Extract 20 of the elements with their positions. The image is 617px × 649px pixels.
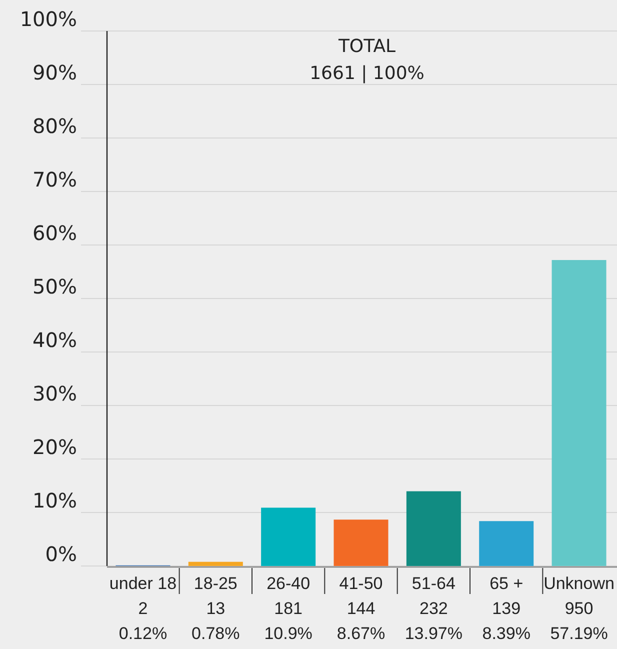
y-tick-label: 80% [32, 114, 77, 138]
y-tick-label: 90% [32, 60, 77, 84]
y-tick-label: 20% [32, 435, 77, 459]
text: 1661 | 100% [310, 63, 424, 84]
x-tick-label: 18-25 13 0.78% [192, 574, 240, 643]
x-tick-label: 65 + 139 8.39% [482, 574, 530, 643]
x-tick-label: under 18 2 0.12% [109, 574, 177, 643]
x-tick-label: 41-50 144 8.67% [336, 574, 386, 643]
y-tick-label: 10% [32, 488, 77, 512]
chart-title: TOTAL [337, 36, 396, 57]
y-tick-label: 30% [32, 382, 77, 406]
y-tick-label: 0% [45, 542, 77, 566]
y-tick-label: 100% [20, 7, 77, 31]
x-tick-label: 26-40 181 10.9% [264, 574, 312, 643]
y-tick-label: 70% [32, 168, 77, 192]
x-tick-label: Unknown 950 57.19% [544, 574, 614, 643]
y-tick-label: 40% [32, 328, 77, 352]
y-tick-label: 50% [32, 274, 77, 298]
x-tick-label: 51-64 232 13.97% [404, 574, 463, 643]
y-tick-label: 60% [32, 221, 77, 245]
